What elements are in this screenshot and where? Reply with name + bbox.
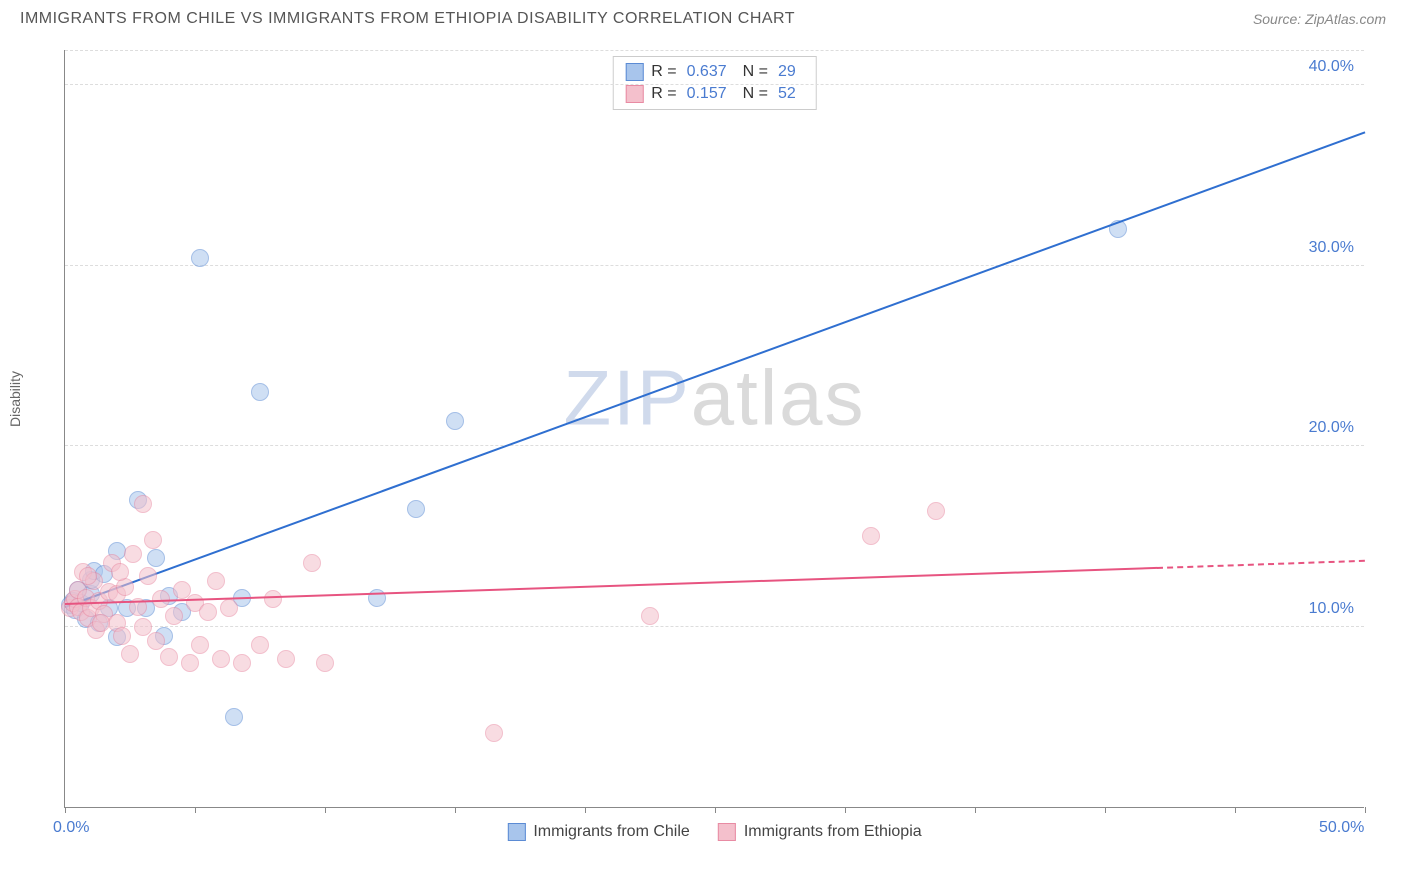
legend-row: R = 0.157 N = 52 <box>625 83 804 105</box>
x-tick-label: 50.0% <box>1319 819 1364 837</box>
scatter-point <box>113 627 131 645</box>
scatter-point <box>251 383 269 401</box>
scatter-point <box>407 500 425 518</box>
x-tick <box>1235 807 1236 813</box>
scatter-point <box>121 645 139 663</box>
scatter-point <box>862 527 880 545</box>
scatter-point <box>134 495 152 513</box>
scatter-point <box>316 654 334 672</box>
watermark-prefix: ZIP <box>563 354 690 442</box>
scatter-point <box>199 603 217 621</box>
scatter-point <box>207 572 225 590</box>
source-name: ZipAtlas.com <box>1305 11 1386 27</box>
legend-series-name: Immigrants from Ethiopia <box>744 823 922 841</box>
x-tick <box>975 807 976 813</box>
scatter-point <box>220 599 238 617</box>
x-tick <box>715 807 716 813</box>
legend-item: Immigrants from Chile <box>507 823 689 841</box>
scatter-point <box>446 412 464 430</box>
trend-line <box>1157 560 1365 569</box>
legend-row: R = 0.637 N = 29 <box>625 61 804 83</box>
series-legend: Immigrants from Chile Immigrants from Eth… <box>507 823 921 841</box>
scatter-point <box>368 589 386 607</box>
scatter-point <box>191 636 209 654</box>
legend-item: Immigrants from Ethiopia <box>718 823 922 841</box>
legend-swatch <box>625 85 643 103</box>
y-tick-label: 30.0% <box>1309 239 1354 257</box>
x-tick-label: 0.0% <box>53 819 89 837</box>
x-tick <box>455 807 456 813</box>
y-tick-label: 20.0% <box>1309 419 1354 437</box>
scatter-point <box>181 654 199 672</box>
scatter-point <box>134 618 152 636</box>
gridline <box>65 265 1364 266</box>
scatter-point <box>92 614 110 632</box>
scatter-point <box>277 650 295 668</box>
gridline <box>65 445 1364 446</box>
trend-line <box>65 567 1157 605</box>
legend-r-label: R = <box>651 85 676 103</box>
source-label: Source: <box>1253 11 1305 27</box>
legend-series-name: Immigrants from Chile <box>533 823 689 841</box>
scatter-point <box>124 545 142 563</box>
x-tick <box>1365 807 1366 813</box>
gridline <box>65 50 1364 51</box>
x-tick <box>845 807 846 813</box>
y-tick-label: 10.0% <box>1309 600 1354 618</box>
trend-line <box>65 132 1366 609</box>
gridline <box>65 84 1364 85</box>
legend-r-value: 0.637 <box>687 63 727 81</box>
scatter-point <box>251 636 269 654</box>
plot-area: ZIPatlas R =0.637N =29R =0.157N =52 Immi… <box>64 50 1364 808</box>
scatter-point <box>233 654 251 672</box>
legend-n-label: N = <box>743 63 768 81</box>
chart-container: Disability ZIPatlas R =0.637N =29R =0.15… <box>20 42 1386 852</box>
scatter-point <box>225 708 243 726</box>
x-tick <box>195 807 196 813</box>
legend-n-value: 29 <box>778 63 796 81</box>
scatter-point <box>160 648 178 666</box>
scatter-point <box>191 249 209 267</box>
legend-n-label: N = <box>743 85 768 103</box>
x-tick <box>325 807 326 813</box>
scatter-point <box>264 590 282 608</box>
scatter-point <box>165 607 183 625</box>
legend-swatch <box>507 823 525 841</box>
y-axis-label: Disability <box>7 371 23 427</box>
source-attribution: Source: ZipAtlas.com <box>1253 11 1386 27</box>
legend-swatch <box>625 63 643 81</box>
scatter-point <box>144 531 162 549</box>
correlation-legend: R = 0.637 N = 29 R = 0.157 N = 52 <box>612 56 817 110</box>
chart-title: IMMIGRANTS FROM CHILE VS IMMIGRANTS FROM… <box>20 10 795 28</box>
legend-r-value: 0.157 <box>687 85 727 103</box>
scatter-point <box>111 563 129 581</box>
scatter-point <box>641 607 659 625</box>
scatter-point <box>147 549 165 567</box>
scatter-point <box>927 502 945 520</box>
y-tick-label: 40.0% <box>1309 58 1354 76</box>
legend-swatch <box>718 823 736 841</box>
x-tick <box>585 807 586 813</box>
scatter-point <box>139 567 157 585</box>
x-tick <box>1105 807 1106 813</box>
gridline <box>65 626 1364 627</box>
scatter-point <box>303 554 321 572</box>
watermark: ZIPatlas <box>563 353 865 444</box>
scatter-point <box>485 724 503 742</box>
scatter-point <box>79 567 97 585</box>
scatter-point <box>212 650 230 668</box>
legend-n-value: 52 <box>778 85 796 103</box>
legend-r-label: R = <box>651 63 676 81</box>
scatter-point <box>147 632 165 650</box>
x-tick <box>65 807 66 813</box>
